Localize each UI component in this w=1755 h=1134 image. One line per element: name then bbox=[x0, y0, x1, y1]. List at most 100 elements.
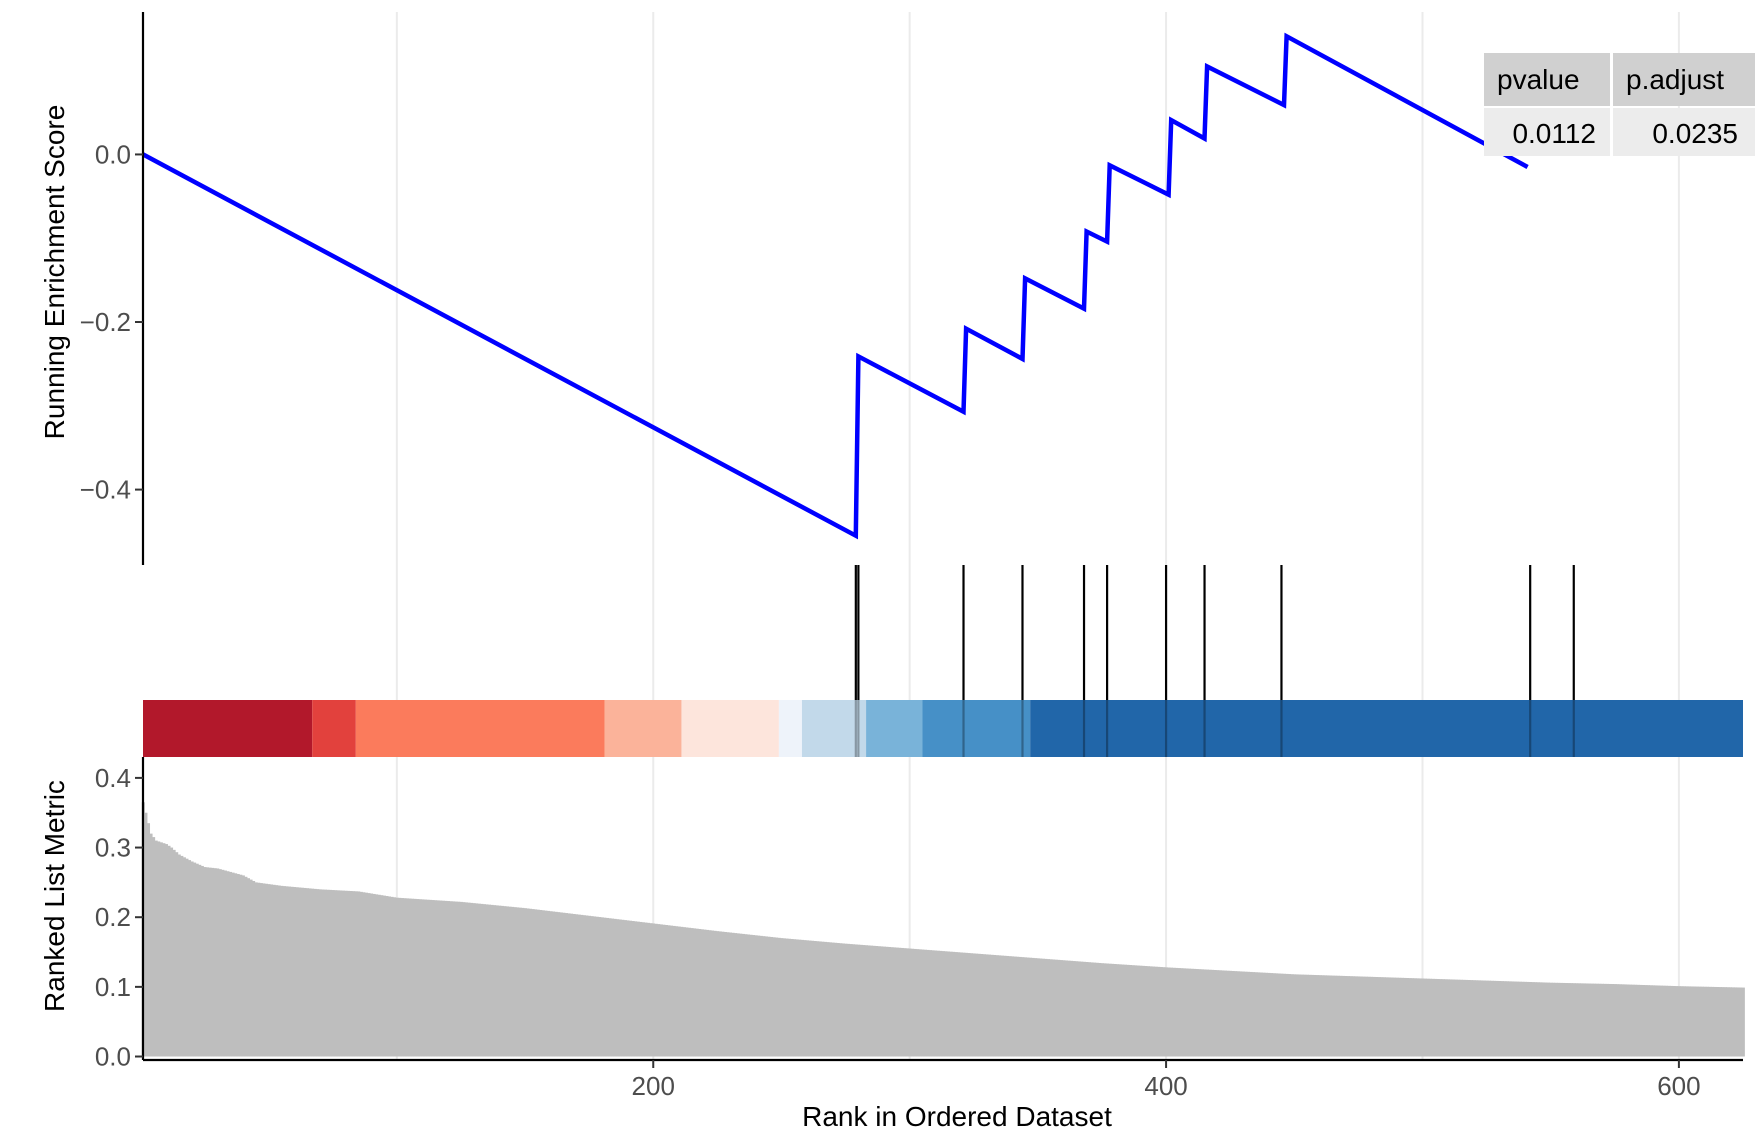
ranked-bar bbox=[221, 869, 225, 1057]
ranked-bar bbox=[1316, 975, 1320, 1057]
ranked-bar bbox=[1664, 985, 1668, 1057]
ranked-bar bbox=[1231, 970, 1235, 1057]
ranked-bar bbox=[662, 924, 666, 1057]
ranked-bar bbox=[985, 954, 989, 1057]
ranked-bar bbox=[1244, 971, 1248, 1057]
ranked-bar bbox=[631, 921, 635, 1057]
ranked-bar bbox=[464, 902, 468, 1057]
table-header-cell bbox=[1613, 53, 1755, 106]
color-bar-segment bbox=[143, 700, 313, 757]
ranked-bar bbox=[1190, 968, 1194, 1057]
ranked-bar bbox=[182, 857, 186, 1057]
ranked-bar bbox=[698, 928, 702, 1057]
ranked-bar bbox=[421, 899, 425, 1057]
ranked-bar bbox=[526, 908, 530, 1057]
ranked-bar bbox=[910, 948, 915, 1057]
ranked-bar bbox=[228, 871, 233, 1057]
ranked-bar bbox=[1021, 957, 1025, 1057]
ranked-bar bbox=[500, 905, 504, 1057]
ranked-bar bbox=[764, 936, 768, 1057]
ranked-bar bbox=[1390, 977, 1394, 1057]
ranked-bar bbox=[754, 935, 758, 1057]
ranked-bar bbox=[1177, 968, 1181, 1057]
y-tick-label-ranked: 0.1 bbox=[95, 972, 131, 1002]
ranked-bar bbox=[990, 954, 994, 1057]
ranked-bar bbox=[349, 891, 353, 1057]
ranked-bar bbox=[1369, 976, 1374, 1057]
ranked-bar bbox=[469, 902, 474, 1057]
ranked-bar bbox=[1123, 964, 1127, 1057]
ranked-bar bbox=[482, 904, 486, 1057]
ranked-bar bbox=[521, 907, 525, 1057]
ranked-bar bbox=[782, 938, 786, 1057]
ranked-bar bbox=[554, 911, 558, 1057]
ranked-bar bbox=[1577, 983, 1581, 1057]
ranked-bar bbox=[1605, 983, 1609, 1057]
ranked-bar bbox=[262, 883, 266, 1057]
ranked-bar bbox=[1549, 982, 1553, 1057]
y-tick-label-ranked: 0.2 bbox=[95, 902, 131, 932]
ranked-bar bbox=[200, 865, 204, 1057]
ranked-bar bbox=[803, 940, 807, 1057]
ranked-bar bbox=[387, 896, 392, 1057]
ranked-bar bbox=[1487, 980, 1492, 1057]
ranked-bar bbox=[318, 889, 322, 1057]
table-header-padjust: p.adjust bbox=[1626, 64, 1724, 95]
ranked-bar bbox=[1205, 969, 1209, 1057]
ranked-bar bbox=[1182, 968, 1186, 1057]
ranked-bar bbox=[1131, 965, 1135, 1057]
ranked-bar bbox=[677, 926, 681, 1057]
ranked-bar bbox=[1603, 983, 1607, 1057]
ranked-bar bbox=[928, 950, 933, 1057]
ranked-bar bbox=[710, 930, 715, 1057]
ranked-bar bbox=[1180, 968, 1184, 1057]
ranked-bar bbox=[457, 901, 461, 1057]
ranked-bar bbox=[823, 941, 827, 1057]
ranked-bar bbox=[1436, 979, 1440, 1057]
ranked-bar bbox=[1575, 983, 1579, 1057]
table-header-cell bbox=[1484, 53, 1610, 106]
ranked-bar bbox=[1054, 959, 1058, 1057]
ranked-bar bbox=[903, 948, 907, 1057]
ranked-bar bbox=[1495, 980, 1499, 1057]
ranked-bar bbox=[516, 907, 520, 1057]
ranked-bar bbox=[380, 895, 384, 1057]
ranked-bar bbox=[290, 886, 294, 1057]
ranked-bar bbox=[305, 888, 309, 1057]
ranked-bar bbox=[151, 837, 156, 1057]
ranked-bar bbox=[1057, 959, 1061, 1057]
ranked-bar bbox=[505, 906, 509, 1057]
ranked-bar bbox=[395, 897, 399, 1057]
ranked-bar bbox=[1418, 978, 1422, 1057]
ranked-bar bbox=[1426, 978, 1430, 1057]
ranked-bar bbox=[1505, 981, 1509, 1057]
ranked-bar bbox=[1621, 984, 1625, 1057]
ranked-bar bbox=[744, 934, 748, 1057]
ranked-bar bbox=[146, 823, 151, 1057]
ranked-bar bbox=[946, 951, 951, 1057]
ranked-bar bbox=[734, 933, 738, 1057]
ranked-bar bbox=[808, 940, 812, 1057]
ranked-bar bbox=[1534, 982, 1538, 1057]
ranked-bar bbox=[1254, 972, 1258, 1057]
ranked-bar bbox=[1639, 984, 1643, 1057]
ranked-bar bbox=[1393, 977, 1397, 1057]
ranked-bar bbox=[1257, 972, 1261, 1057]
ranked-bar bbox=[1423, 978, 1427, 1057]
ranked-bar bbox=[1044, 958, 1048, 1057]
ranked-bar bbox=[344, 890, 348, 1057]
gene-hit-marks bbox=[854, 565, 1575, 757]
ranked-bar bbox=[259, 883, 263, 1057]
ranked-bar bbox=[844, 943, 848, 1057]
ranked-bar bbox=[1672, 985, 1676, 1057]
ranked-bar bbox=[1118, 964, 1122, 1057]
ranked-bar bbox=[1295, 974, 1299, 1057]
ranked-bar bbox=[205, 867, 209, 1057]
ranked-bar bbox=[1705, 986, 1709, 1057]
ranked-bar bbox=[264, 883, 268, 1057]
ranked-bar bbox=[1334, 975, 1338, 1057]
ranked-bar bbox=[1613, 984, 1617, 1057]
ranked-bar bbox=[718, 931, 722, 1057]
ranked-bar bbox=[1569, 983, 1574, 1057]
ranked-bar bbox=[872, 945, 876, 1057]
